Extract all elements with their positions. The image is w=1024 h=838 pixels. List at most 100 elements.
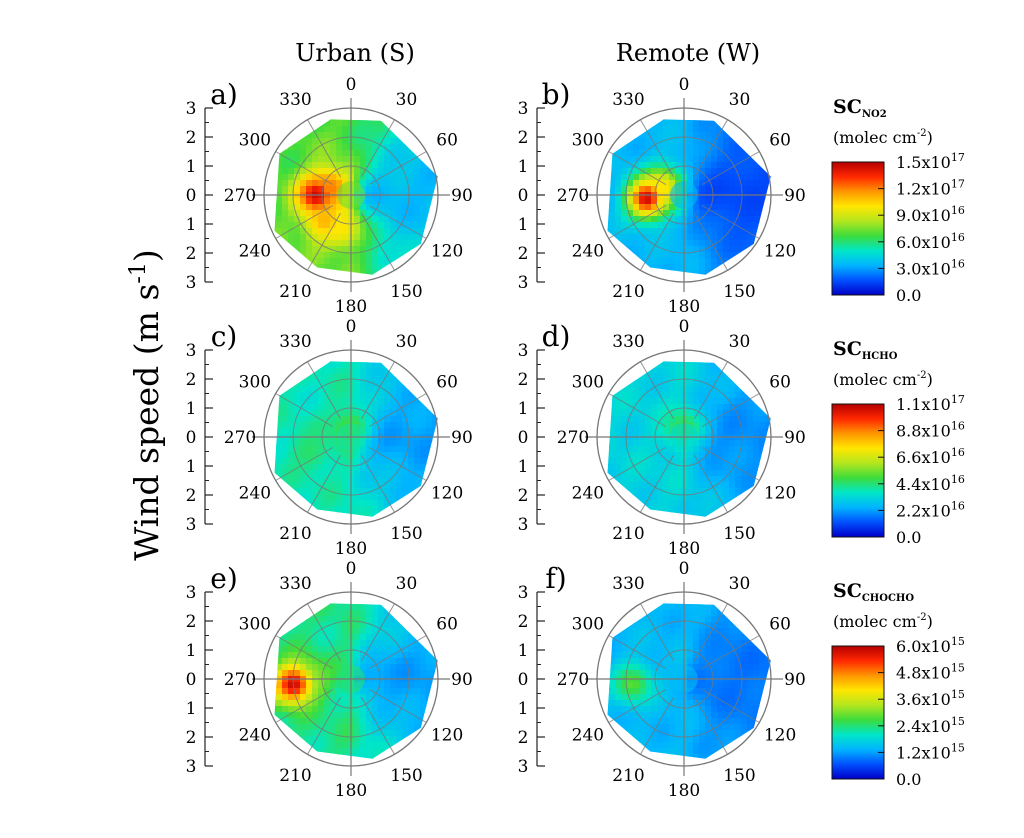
colorbar-tick-label: 3.6x1015 bbox=[896, 688, 965, 709]
speed-axis-a: 3 2 1 0 1 2 3 bbox=[186, 99, 213, 293]
angle-label-240: 240 bbox=[572, 726, 604, 746]
colorbar-tick-label: 6.0x1016 bbox=[896, 231, 965, 252]
speed-tick-label: 3 bbox=[186, 273, 197, 293]
angle-label-90: 90 bbox=[784, 428, 806, 448]
angle-label-60: 60 bbox=[769, 373, 791, 393]
speed-tick-label: 1 bbox=[518, 157, 529, 177]
angle-label-30: 30 bbox=[729, 90, 751, 110]
angle-label-270: 270 bbox=[224, 670, 256, 690]
speed-tick-label: 2 bbox=[186, 244, 197, 264]
angle-label-330: 330 bbox=[279, 90, 311, 110]
colorbar-hcho: SCHCHO (molec cm-2) 1.1x1017 8.8x1016 6.6x10… bbox=[831, 338, 965, 547]
panel-letter-d: d) bbox=[542, 320, 571, 353]
speed-tick-label: 2 bbox=[518, 128, 529, 148]
speed-tick-label: 1 bbox=[186, 641, 197, 661]
column-title-remote: Remote (W) bbox=[616, 39, 760, 67]
y-axis-label: Wind speed (m s-1) bbox=[126, 249, 166, 560]
angle-labels-f: 0 30 60 90 120 150 180 210 240 270 300 330 bbox=[557, 559, 806, 801]
polar-grid-a bbox=[252, 98, 450, 292]
y-axis-label-sup: -1 bbox=[126, 262, 151, 283]
angle-label-180: 180 bbox=[668, 297, 700, 317]
speed-tick-label: 3 bbox=[186, 583, 197, 603]
angle-label-180: 180 bbox=[335, 539, 367, 559]
angle-label-90: 90 bbox=[451, 186, 473, 206]
angle-labels-d: 0 30 60 90 120 150 180 210 240 270 300 330 bbox=[557, 317, 806, 559]
speed-tick-label: 1 bbox=[186, 699, 197, 719]
angle-label-300: 300 bbox=[239, 615, 271, 635]
angle-label-0: 0 bbox=[346, 559, 357, 579]
speed-tick-label: 0 bbox=[186, 428, 197, 448]
speed-axis-d: 3 2 1 0 1 2 3 bbox=[518, 341, 545, 535]
polar-grid-e bbox=[252, 582, 450, 776]
angle-label-330: 330 bbox=[612, 90, 644, 110]
angle-label-210: 210 bbox=[279, 524, 311, 544]
colorbar-tick-label: 3.0x1016 bbox=[896, 257, 965, 278]
speed-tick-label: 2 bbox=[186, 370, 197, 390]
colorbar-tick-label: 0.0 bbox=[896, 286, 921, 305]
angle-label-240: 240 bbox=[572, 484, 604, 504]
colorbar-title: SCHCHO bbox=[833, 338, 898, 362]
colorbar-units: (molec cm-2) bbox=[833, 370, 933, 389]
colorbar-tick-label: 4.4x1016 bbox=[896, 473, 965, 494]
colorbar-tick-label: 9.0x1016 bbox=[896, 204, 965, 225]
speed-tick-label: 3 bbox=[518, 583, 529, 603]
colorbar-tick-label: 6.0x1015 bbox=[896, 635, 965, 656]
panel-letter-e: e) bbox=[210, 562, 238, 595]
angle-label-60: 60 bbox=[436, 373, 458, 393]
speed-axis-c: 3 2 1 0 1 2 3 bbox=[186, 341, 213, 535]
speed-tick-label: 2 bbox=[518, 728, 529, 748]
speed-axis-e: 3 2 1 0 1 2 3 bbox=[186, 583, 213, 777]
colorbar-tick-label: 1.1x1017 bbox=[896, 393, 965, 414]
angle-label-240: 240 bbox=[239, 242, 271, 262]
colorbar-tick-label: 2.2x1016 bbox=[896, 499, 965, 520]
panel-letter-a: a) bbox=[210, 78, 238, 111]
speed-tick-label: 1 bbox=[518, 215, 529, 235]
angle-label-270: 270 bbox=[224, 428, 256, 448]
angle-label-30: 30 bbox=[729, 574, 751, 594]
speed-tick-label: 2 bbox=[518, 244, 529, 264]
angle-label-0: 0 bbox=[679, 317, 690, 337]
speed-tick-label: 0 bbox=[518, 428, 529, 448]
angle-label-120: 120 bbox=[764, 242, 796, 262]
speed-tick-label: 1 bbox=[518, 699, 529, 719]
angle-label-120: 120 bbox=[431, 726, 463, 746]
speed-tick-label: 2 bbox=[518, 370, 529, 390]
speed-tick-label: 2 bbox=[518, 486, 529, 506]
colorbar-tick-label: 0.0 bbox=[896, 770, 921, 789]
colorbar-tick-label: 8.8x1016 bbox=[896, 420, 965, 441]
speed-tick-label: 3 bbox=[518, 515, 529, 535]
panel-letter-f: f) bbox=[545, 562, 566, 595]
angle-label-270: 270 bbox=[557, 186, 589, 206]
speed-axis-f: 3 2 1 0 1 2 3 bbox=[518, 583, 545, 777]
angle-label-60: 60 bbox=[769, 131, 791, 151]
speed-tick-label: 2 bbox=[186, 728, 197, 748]
colorbar-title: SCCHOCHO bbox=[833, 580, 914, 604]
speed-tick-label: 1 bbox=[518, 399, 529, 419]
angle-label-60: 60 bbox=[436, 131, 458, 151]
angle-label-90: 90 bbox=[784, 670, 806, 690]
angle-label-240: 240 bbox=[239, 484, 271, 504]
angle-label-300: 300 bbox=[239, 373, 271, 393]
angle-label-180: 180 bbox=[335, 781, 367, 801]
speed-tick-label: 2 bbox=[186, 612, 197, 632]
angle-label-330: 330 bbox=[612, 574, 644, 594]
colorbar-tick-label: 1.5x1017 bbox=[896, 151, 965, 172]
colorbar-title: SCNO2 bbox=[833, 96, 887, 120]
angle-label-150: 150 bbox=[390, 524, 422, 544]
speed-tick-label: 0 bbox=[518, 670, 529, 690]
colorbar-tick-label: 2.4x1015 bbox=[896, 715, 965, 736]
angle-label-180: 180 bbox=[668, 539, 700, 559]
speed-tick-label: 1 bbox=[186, 215, 197, 235]
angle-label-270: 270 bbox=[557, 428, 589, 448]
speed-tick-label: 3 bbox=[186, 341, 197, 361]
panel-letter-c: c) bbox=[211, 320, 238, 353]
colorbar-no2: SCNO2 (molec cm-2) 1.5x1017 1.2x1017 9.0x101… bbox=[831, 96, 965, 305]
speed-tick-label: 3 bbox=[186, 99, 197, 119]
angle-label-330: 330 bbox=[279, 574, 311, 594]
speed-tick-label: 1 bbox=[518, 641, 529, 661]
angle-label-120: 120 bbox=[431, 484, 463, 504]
